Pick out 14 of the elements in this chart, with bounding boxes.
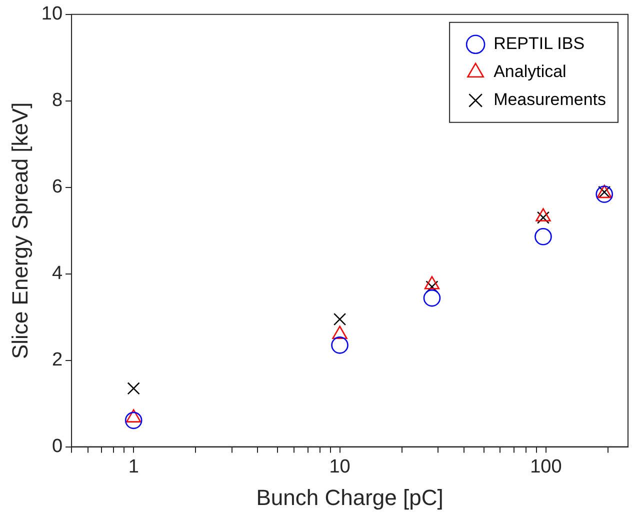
y-axis-title: Slice Energy Spread [keV] — [7, 102, 32, 360]
y-tick-label: 8 — [52, 90, 63, 112]
legend-label: Measurements — [494, 90, 606, 110]
y-tick-label: 2 — [52, 350, 63, 371]
x-tick-label: 10 — [329, 456, 350, 478]
y-tick-label: 10 — [41, 4, 63, 25]
y-tick-label: 6 — [52, 176, 63, 198]
x-axis-title: Bunch Charge [pC] — [256, 484, 444, 510]
x-tick-label: 100 — [530, 456, 562, 478]
legend-label: REPTIL IBS — [494, 34, 585, 54]
x-tick-label: 1 — [128, 456, 139, 478]
y-tick-label: 0 — [52, 436, 63, 458]
legend-label: Analytical — [494, 62, 566, 82]
y-tick-label: 4 — [52, 263, 63, 284]
